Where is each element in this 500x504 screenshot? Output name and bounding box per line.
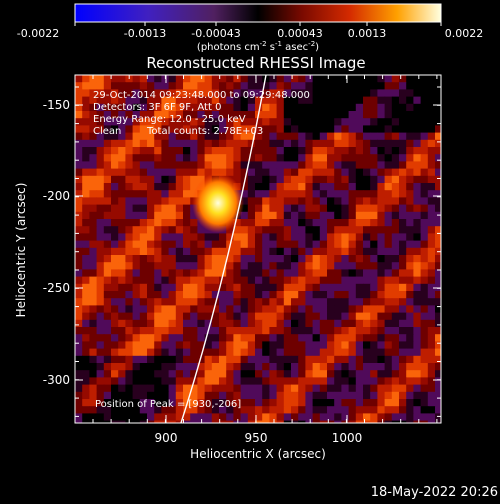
y-tick-label-300: -300 xyxy=(43,373,70,387)
colorbar-tick-label-4: 0.0013 xyxy=(348,27,387,40)
colorbar-tick-label-5: 0.0022 xyxy=(445,27,484,40)
colorbar-tick-label-2: -0.00043 xyxy=(191,27,240,40)
colorbar-tick-label-1: -0.0013 xyxy=(124,27,166,40)
info-energy-range: Energy Range: 12.0 - 25.0 keV xyxy=(93,114,246,125)
colorbar-unit-label: (photons cm-2 s-1 asec-2) xyxy=(197,40,319,53)
axis-ticks xyxy=(75,75,441,423)
info-time-range: 29-Oct-2014 09:23:48.000 to 09:29:48.000 xyxy=(93,90,310,101)
colorbar: -0.0022 -0.0013 -0.00043 0.00043 0.0013 … xyxy=(17,3,484,53)
colorbar-scale xyxy=(74,3,442,23)
peak-position-label: Position of Peak = [930,-206] xyxy=(95,399,241,410)
footer-date: 18-May-2022 20:26 xyxy=(371,485,498,500)
info-detectors: Detectors: 3F 6F 9F, Att 0 xyxy=(93,102,221,113)
info-total-counts: Total counts: 2.78E+03 xyxy=(146,126,263,137)
y-tick-label-250: -250 xyxy=(43,281,70,295)
x-tick-label-1000: 1000 xyxy=(332,431,363,445)
y-tick-label-150: -150 xyxy=(43,98,70,112)
info-algorithm: Clean xyxy=(93,126,121,137)
flare-source xyxy=(192,173,244,233)
colorbar-tick-label-0: -0.0022 xyxy=(17,27,59,40)
y-axis-label: Heliocentric Y (arcsec) xyxy=(14,183,28,318)
image-info: 29-Oct-2014 09:23:48.000 to 09:29:48.000… xyxy=(93,90,310,410)
colorbar-ticks xyxy=(74,22,442,26)
x-tick-label-950: 950 xyxy=(245,431,268,445)
x-tick-label-900: 900 xyxy=(155,431,178,445)
y-tick-label-200: -200 xyxy=(43,189,70,203)
x-axis-label: Heliocentric X (arcsec) xyxy=(190,447,326,461)
plot-title: Reconstructed RHESSI Image xyxy=(146,54,365,72)
solar-limb xyxy=(180,75,267,423)
plot-frame xyxy=(74,74,442,424)
rhessi-image xyxy=(75,75,441,423)
colorbar-tick-label-3: 0.00043 xyxy=(277,27,323,40)
